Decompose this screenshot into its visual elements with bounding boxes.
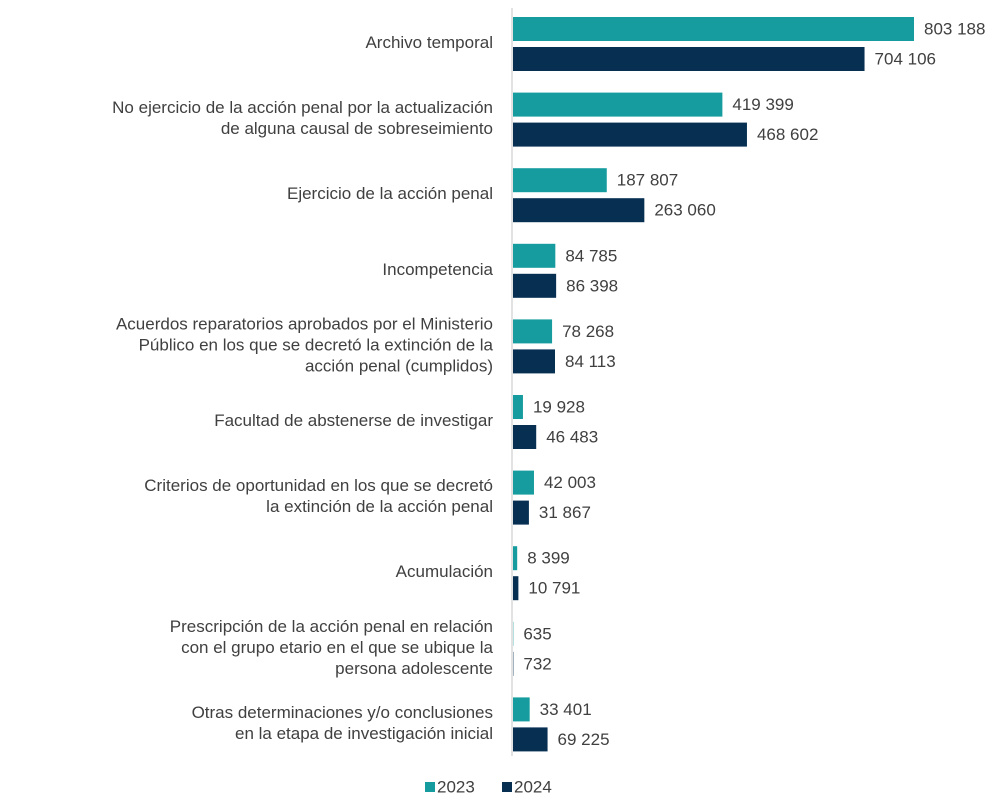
value-label: 46 483 <box>546 427 598 446</box>
bar <box>513 17 914 41</box>
bar <box>513 92 723 117</box>
bar <box>513 168 607 193</box>
legend-swatch <box>425 782 435 792</box>
bar <box>513 727 548 752</box>
bar <box>513 395 523 419</box>
value-label: 803 188 <box>924 19 985 38</box>
bar <box>513 349 555 374</box>
value-label: 84 113 <box>565 352 616 371</box>
bar <box>513 122 747 147</box>
value-label: 31 867 <box>539 503 591 522</box>
value-label: 704 106 <box>875 49 936 68</box>
category-label: No ejercicio de la acción penal por la a… <box>112 99 493 139</box>
value-label: 263 060 <box>654 201 715 220</box>
value-label: 86 398 <box>566 276 618 295</box>
value-label: 84 785 <box>565 246 617 265</box>
value-label: 19 928 <box>533 397 585 416</box>
bar <box>513 500 529 525</box>
legend-label: 2023 <box>437 777 475 795</box>
bar <box>513 546 518 571</box>
value-label: 419 399 <box>732 95 793 114</box>
bar <box>513 198 645 223</box>
bar <box>513 243 556 268</box>
category-label: Otras determinaciones y/o conclusiones en… <box>192 703 493 743</box>
bar <box>513 576 519 601</box>
value-label: 69 225 <box>558 730 610 749</box>
category-label: Ejercicio de la acción penal <box>287 185 493 204</box>
value-label: 10 791 <box>528 579 580 598</box>
category-label: Acuerdos reparatorios aprobados por el M… <box>116 315 494 376</box>
bar <box>513 470 534 495</box>
category-label: Incompetencia <box>382 260 493 279</box>
value-label: 78 268 <box>562 322 614 341</box>
value-label: 187 807 <box>617 171 678 190</box>
legend-swatch <box>502 782 512 792</box>
category-label: Prescripción de la acción penal en relac… <box>170 617 494 678</box>
bar <box>513 425 537 449</box>
bar <box>513 273 557 298</box>
value-label: 732 <box>523 654 551 673</box>
legend-label: 2024 <box>514 777 552 795</box>
category-label: Acumulación <box>396 563 493 582</box>
bar <box>513 697 530 722</box>
value-label: 8 399 <box>527 549 570 568</box>
bar <box>513 319 553 344</box>
category-label: Archivo temporal <box>365 33 493 52</box>
category-label: Facultad de abstenerse de investigar <box>214 411 493 430</box>
category-label: Criterios de oportunidad en los que se d… <box>144 477 493 517</box>
value-label: 635 <box>523 624 551 643</box>
value-label: 33 401 <box>540 700 592 719</box>
value-label: 468 602 <box>757 125 818 144</box>
bar <box>513 47 865 71</box>
value-label: 42 003 <box>544 473 596 492</box>
